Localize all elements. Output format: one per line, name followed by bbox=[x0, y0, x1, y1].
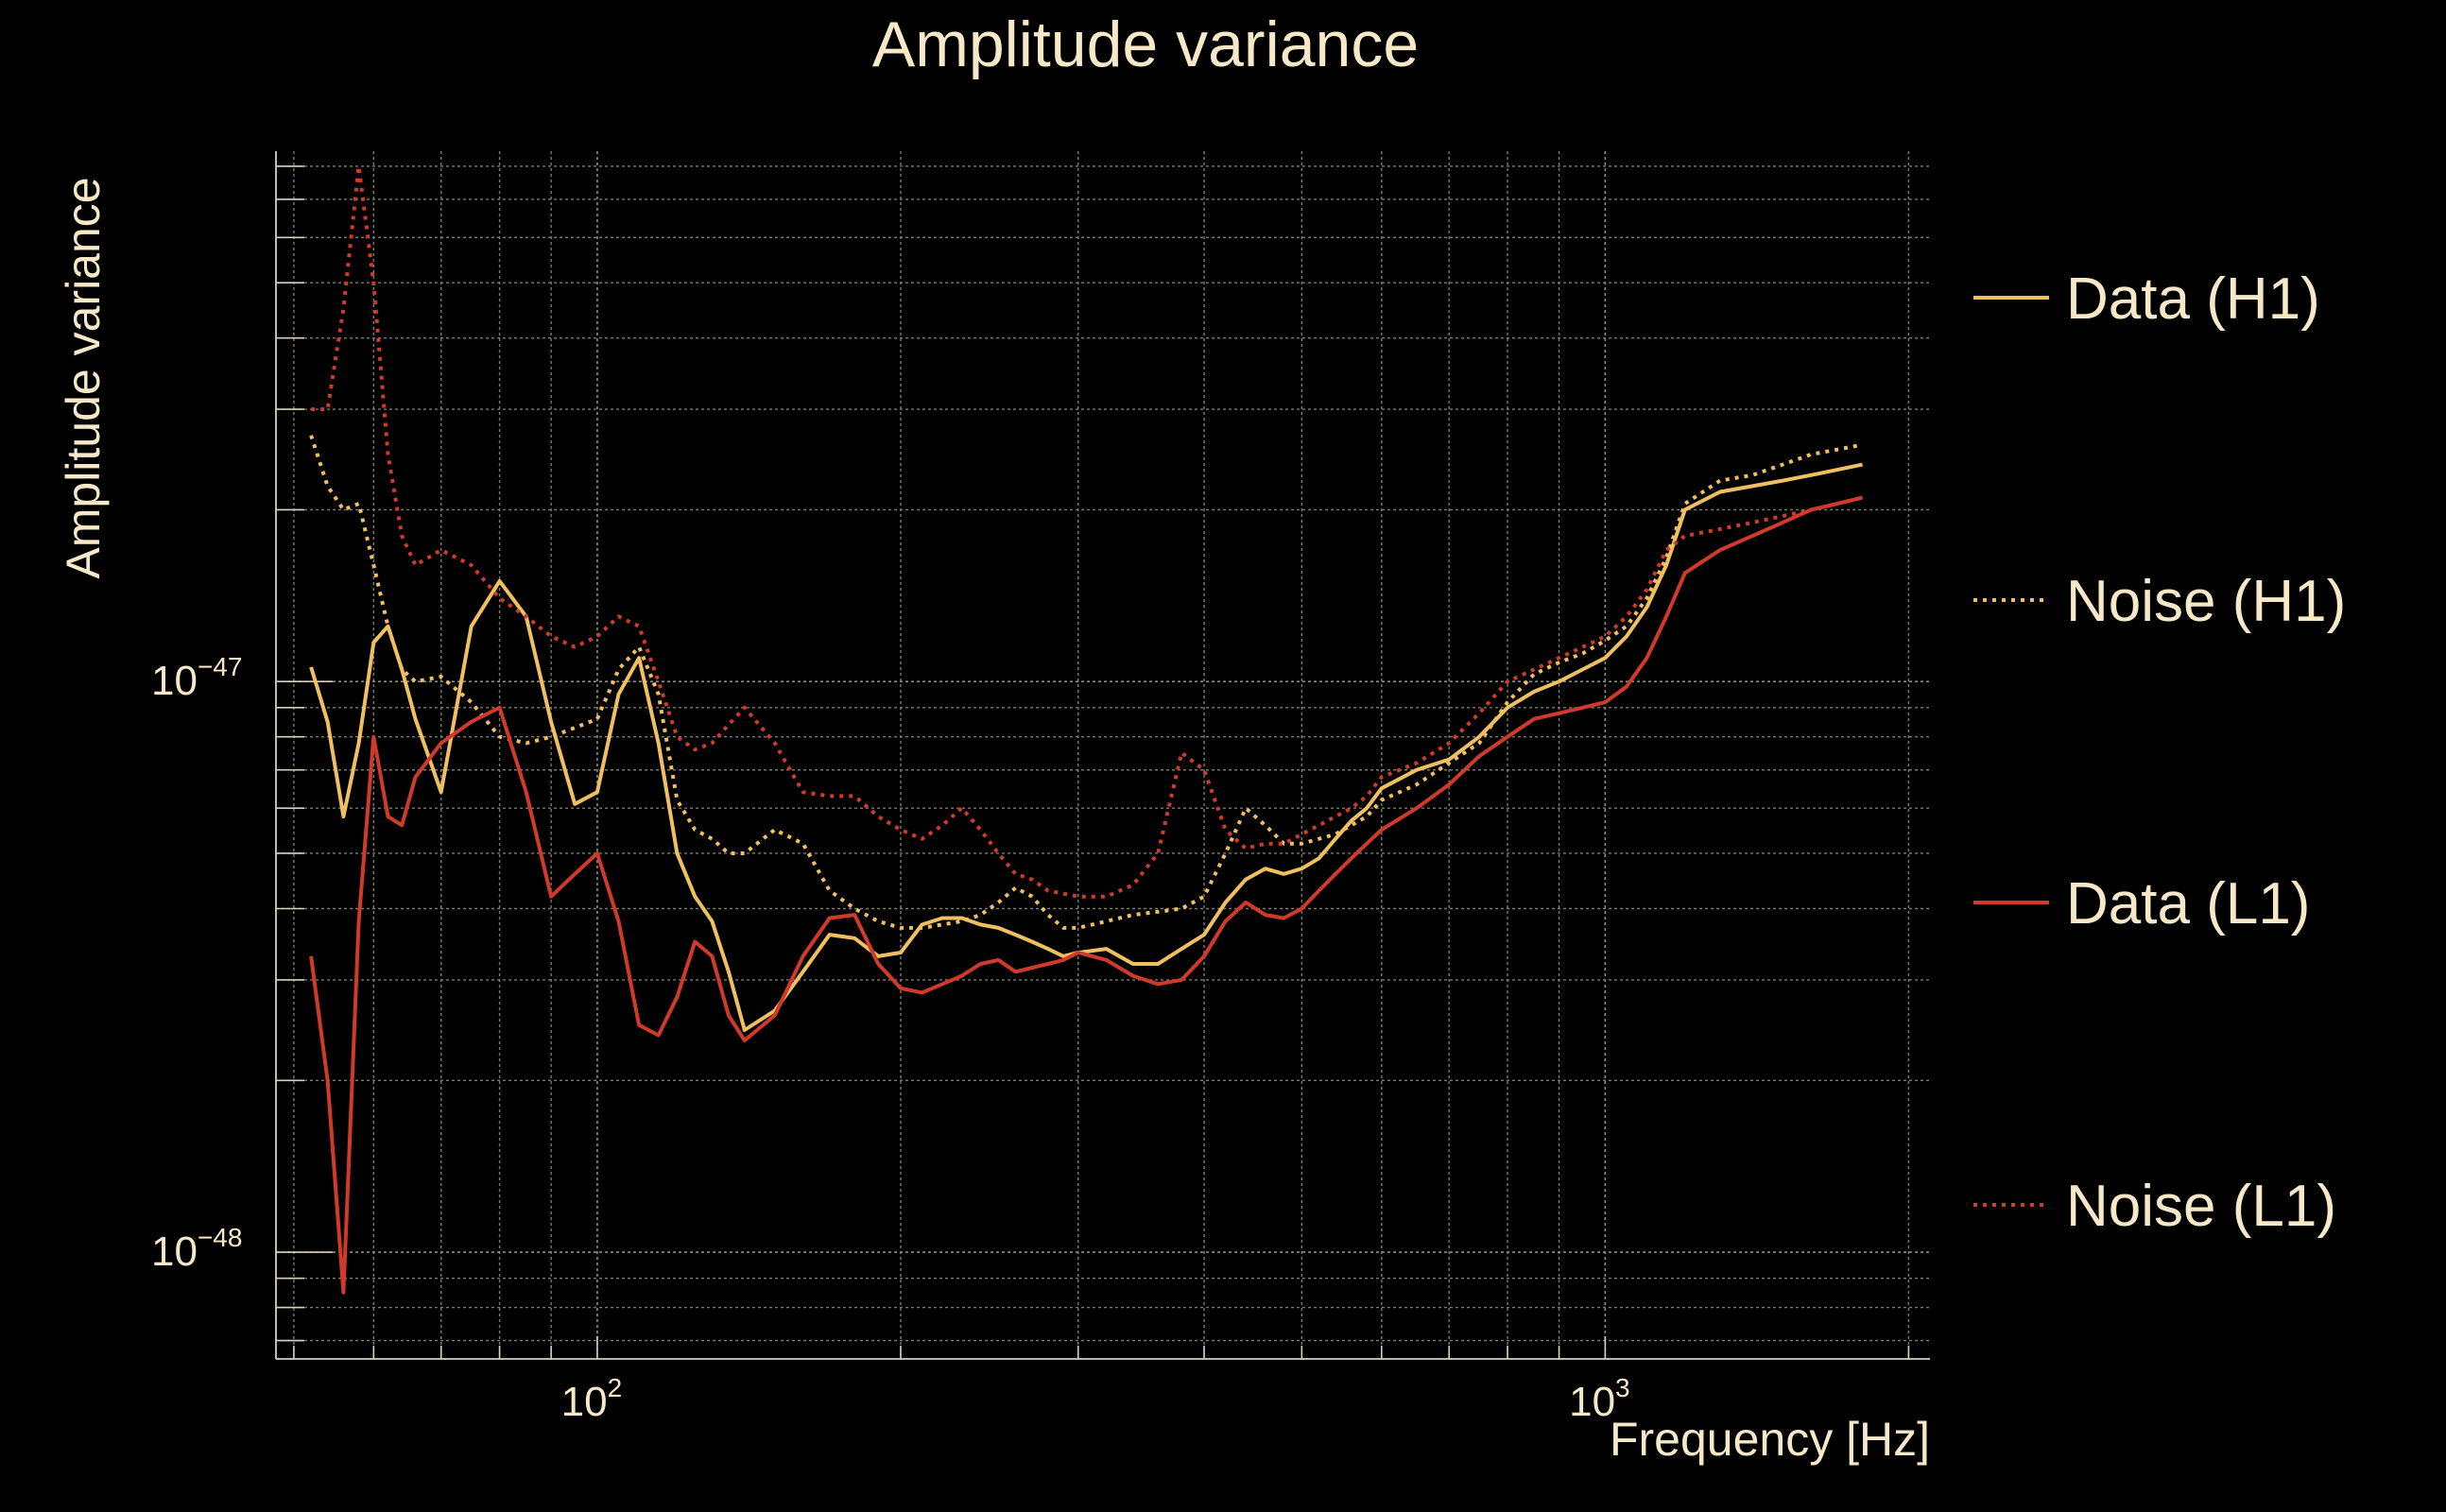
legend-label-data-l1: Data (L1) bbox=[2066, 871, 2310, 936]
y-tick-label: 10−48 bbox=[151, 1223, 242, 1275]
y-axis-label: Amplitude variance bbox=[57, 177, 110, 578]
legend-label-data-h1: Data (H1) bbox=[2066, 266, 2320, 332]
axes: 102 103 10−47 10−48 bbox=[151, 151, 1930, 1425]
legend-label-noise-h1: Noise (H1) bbox=[2066, 569, 2346, 634]
series-line-data-l1 bbox=[309, 495, 1864, 1295]
plot-series bbox=[309, 163, 1864, 1295]
x-tick-label: 103 bbox=[1569, 1373, 1630, 1425]
legend-label-noise-l1: Noise (L1) bbox=[2066, 1174, 2336, 1239]
series-line-data-h1 bbox=[309, 462, 1864, 1032]
series-line-noise-l1 bbox=[311, 163, 1864, 899]
grid bbox=[276, 151, 1930, 1359]
x-axis-label: Frequency [Hz] bbox=[1610, 1413, 1930, 1466]
chart-title: Amplitude variance bbox=[872, 9, 1419, 80]
x-tick-label: 102 bbox=[561, 1373, 623, 1425]
series-line-noise-h1 bbox=[309, 435, 1863, 930]
legend: Data (H1) Noise (H1) Data (L1) Noise (L1) bbox=[1973, 266, 2346, 1239]
y-tick-label: 10−47 bbox=[151, 652, 242, 704]
